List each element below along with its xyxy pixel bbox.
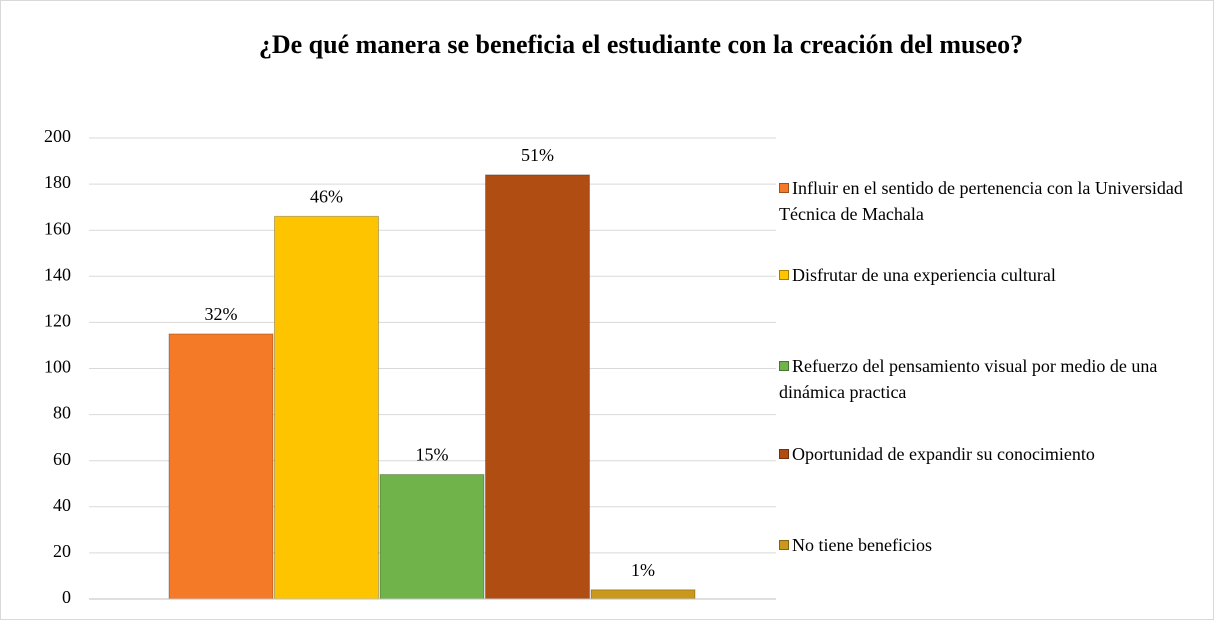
y-tick-label: 160 <box>44 218 71 238</box>
legend-item: Refuerzo del pensamiento visual por medi… <box>779 353 1209 405</box>
legend-item: Oportunidad de expandir su conocimiento <box>779 441 1209 467</box>
legend-item: Disfrutar de una experiencia cultural <box>779 262 1209 288</box>
legend-swatch <box>779 270 789 280</box>
legend-label: Influir en el sentido de pertenencia con… <box>779 178 1183 224</box>
y-tick-label: 140 <box>44 264 71 284</box>
y-tick-label: 180 <box>44 172 71 192</box>
y-tick-label: 60 <box>53 449 71 469</box>
bar <box>274 215 379 600</box>
y-tick-label: 120 <box>44 311 71 331</box>
legend-label: No tiene beneficios <box>792 535 932 555</box>
legend-label: Oportunidad de expandir su conocimiento <box>792 444 1095 464</box>
bar <box>485 174 590 600</box>
bar-annotation: 15% <box>416 445 449 465</box>
legend-swatch <box>779 183 789 193</box>
legend-swatch <box>779 449 789 459</box>
legend-label: Refuerzo del pensamiento visual por medi… <box>779 356 1158 402</box>
legend-item: Influir en el sentido de pertenencia con… <box>779 175 1209 227</box>
bar <box>590 589 696 600</box>
y-tick-label: 20 <box>53 541 71 561</box>
legend-item: No tiene beneficios <box>779 532 1209 558</box>
bar-annotation: 1% <box>631 560 655 580</box>
y-tick-label: 40 <box>53 495 71 515</box>
bar-annotation: 46% <box>310 186 343 206</box>
bar <box>168 333 274 600</box>
bar-annotation: 32% <box>205 304 238 324</box>
y-tick-label: 80 <box>53 403 71 423</box>
y-tick-label: 100 <box>44 357 71 377</box>
y-tick-label: 0 <box>62 587 71 607</box>
legend-label: Disfrutar de una experiencia cultural <box>792 265 1056 285</box>
bar <box>379 474 485 600</box>
bar-annotation: 51% <box>521 145 554 165</box>
chart-title: ¿De qué manera se beneficia el estudiant… <box>259 30 1023 59</box>
y-tick-label: 200 <box>44 126 71 146</box>
legend-swatch <box>779 361 789 371</box>
legend-swatch <box>779 540 789 550</box>
